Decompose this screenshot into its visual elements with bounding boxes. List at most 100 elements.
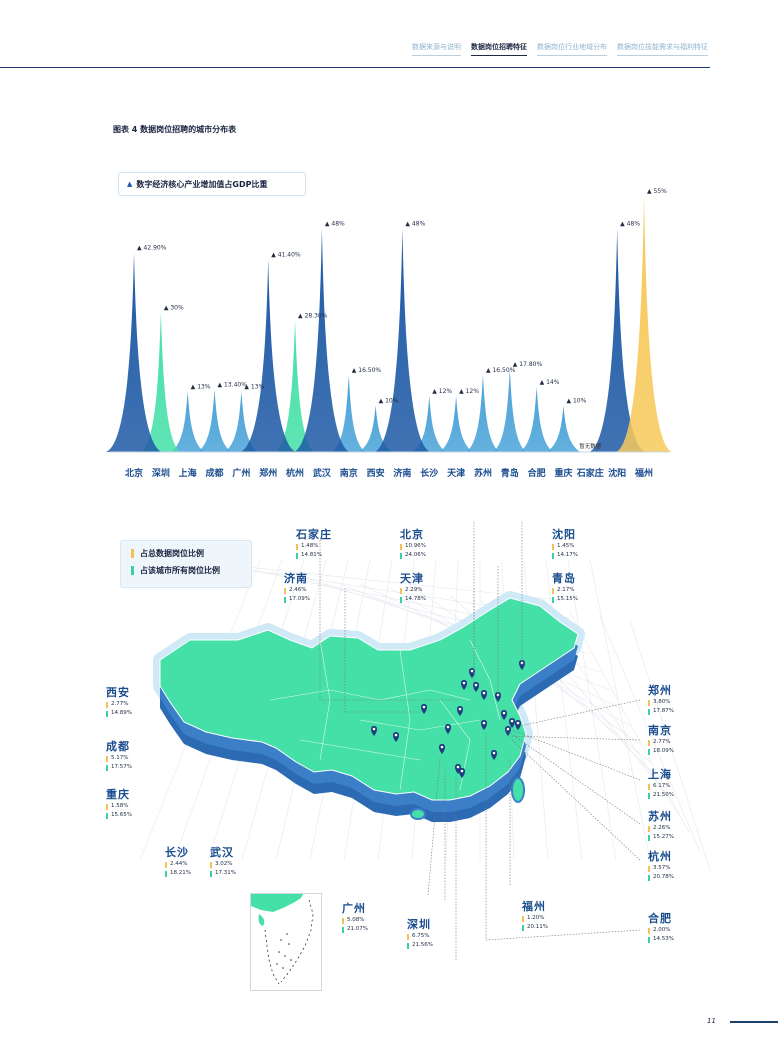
- province-lines: [269, 639, 501, 791]
- chart-category-label: 青岛: [501, 467, 519, 479]
- city-share-city: 21.56%: [412, 942, 433, 948]
- city-name: 青岛: [552, 572, 576, 585]
- city-share-city: 17.09%: [289, 596, 310, 602]
- location-pin-icon: [481, 720, 487, 730]
- nav-item-industry-region[interactable]: 数据岗位行业地域分布: [537, 42, 607, 56]
- chart-value-label: ▲ 13%: [191, 383, 211, 390]
- city-share-city-row: 17.87%: [648, 707, 674, 716]
- city-share-total-row: 2.77%: [106, 700, 132, 709]
- chart-category-label: 石家庄: [576, 467, 604, 479]
- city-share-city-row: 14.53%: [648, 935, 674, 944]
- map-legend-green-label: 占该城市所有岗位比例: [140, 566, 220, 575]
- orange-swatch: [407, 933, 409, 940]
- chart-category-label: 上海: [179, 467, 197, 479]
- orange-swatch: [648, 699, 650, 706]
- green-swatch: [165, 870, 167, 877]
- city-share-total: 1.20%: [527, 915, 545, 921]
- city-share-total-row: 2.29%: [400, 586, 426, 595]
- location-pin-icon: [439, 744, 445, 754]
- city-name: 武汉: [210, 846, 234, 859]
- chart-value-label: ▲ 10%: [379, 397, 399, 404]
- location-pin-icon: [371, 726, 377, 736]
- city-share-city-row: 18.21%: [165, 869, 191, 878]
- chart-category-label: 成都: [206, 467, 224, 479]
- city-share-total-row: 1.58%: [106, 802, 132, 811]
- city-label: 上海 6.17% 21.50%: [648, 768, 674, 800]
- city-label: 武汉 3.02% 17.31%: [210, 846, 236, 878]
- city-name: 成都: [106, 740, 130, 753]
- nav-item-data-source[interactable]: 数据来源与说明: [412, 42, 461, 56]
- city-share-city: 20.11%: [527, 924, 548, 930]
- location-pin-icon: [421, 704, 427, 714]
- location-pin-icon: [445, 724, 451, 734]
- city-share-total: 2.46%: [289, 587, 307, 593]
- chart-value-label: ▲ 55%: [647, 188, 667, 195]
- chart-value-label: ▲ 12%: [432, 388, 452, 395]
- city-share-city-row: 15.15%: [552, 595, 578, 604]
- taiwan-island: [511, 777, 525, 803]
- city-label: 成都 5.17% 17.57%: [106, 740, 132, 772]
- chart-value-label: ▲ 41.40%: [271, 251, 301, 258]
- chart-peak-西安: [358, 405, 393, 452]
- city-share-total-row: 3.02%: [210, 860, 236, 869]
- chart-peak-长沙: [412, 396, 447, 452]
- chart-peak-沈阳: [589, 228, 646, 452]
- city-share-total: 1.48%: [301, 543, 319, 549]
- green-swatch: [131, 566, 134, 575]
- nav-item-recruitment-features[interactable]: 数据岗位招聘特征: [471, 42, 527, 56]
- city-name: 长沙: [165, 846, 189, 859]
- city-share-city-row: 17.09%: [284, 595, 310, 604]
- city-name: 杭州: [648, 850, 672, 863]
- location-pin-icon: [515, 720, 521, 730]
- city-label: 南京 2.77% 18.09%: [648, 724, 674, 756]
- city-label: 合肥 2.00% 14.53%: [648, 912, 674, 944]
- city-share-city: 15.27%: [653, 834, 674, 840]
- city-label: 北京 10.96% 24.06%: [400, 528, 426, 560]
- chart-value-label: ▲ 17.80%: [513, 361, 543, 368]
- city-share-city-row: 15.27%: [648, 833, 674, 842]
- city-name: 济南: [284, 572, 308, 585]
- chart-peak-重庆: [546, 405, 581, 452]
- chart-value-label: ▲ 30%: [164, 304, 184, 311]
- chart-value-label: ▲ 13.40%: [218, 382, 248, 389]
- orange-swatch: [284, 587, 286, 594]
- chart-category-label: 西安: [367, 467, 385, 479]
- city-share-total: 10.96%: [405, 543, 426, 549]
- section-nav: 数据来源与说明 数据岗位招聘特征 数据岗位行业地域分布 数据岗位技能需求与福利特…: [412, 42, 708, 56]
- south-china-sea-inset: [250, 893, 322, 991]
- chart-peak-深圳: [140, 312, 181, 452]
- city-share-total-row: 2.44%: [165, 860, 191, 869]
- city-label: 沈阳 1.45% 14.17%: [552, 528, 578, 560]
- city-share-city-row: 14.78%: [400, 595, 426, 604]
- chart-value-label: ▲ 42.90%: [137, 244, 167, 251]
- location-pin-icon: [481, 690, 487, 700]
- chart-peak-天津: [439, 396, 474, 452]
- city-label: 广州 5.08% 21.07%: [342, 902, 368, 934]
- green-swatch: [648, 834, 650, 841]
- city-share-city: 14.89%: [111, 710, 132, 716]
- map-legend: 占总数据岗位比例 占该城市所有岗位比例: [120, 540, 252, 588]
- page-number: 11: [707, 1017, 716, 1025]
- city-share-city-row: 14.81%: [296, 551, 332, 560]
- city-share-city-row: 20.78%: [648, 873, 674, 882]
- location-pin-icon: [461, 680, 467, 690]
- nav-item-skills-benefits[interactable]: 数据岗位技能需求与福利特征: [617, 42, 708, 56]
- chart-peak-福州: [616, 195, 672, 452]
- orange-swatch: [106, 701, 108, 708]
- green-swatch: [648, 748, 650, 755]
- city-name: 福州: [522, 900, 546, 913]
- city-share-city: 21.50%: [653, 792, 674, 798]
- city-label: 石家庄 1.48% 14.81%: [296, 528, 332, 560]
- location-pin-icon: [457, 706, 463, 716]
- orange-swatch: [210, 861, 212, 868]
- city-name: 合肥: [648, 912, 672, 925]
- chart-peak-合肥: [519, 386, 554, 452]
- orange-swatch: [648, 927, 650, 934]
- chart-peak-济南: [374, 228, 431, 452]
- city-share-city-row: 20.11%: [522, 923, 548, 932]
- green-swatch: [400, 596, 402, 603]
- green-swatch: [342, 926, 344, 933]
- orange-swatch: [552, 587, 554, 594]
- city-share-city-row: 17.57%: [106, 763, 132, 772]
